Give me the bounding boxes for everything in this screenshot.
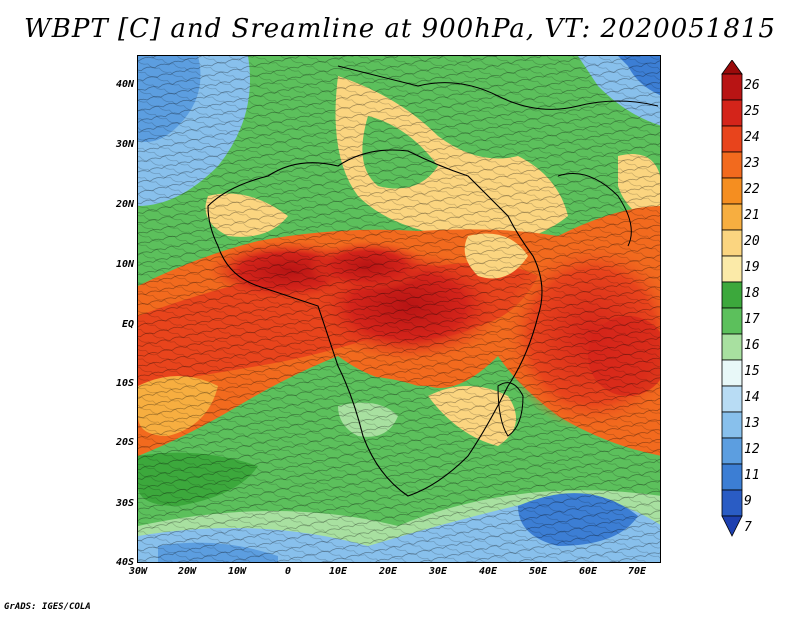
colorbar-segment <box>721 60 743 75</box>
lat-label-30n: 30N <box>115 139 134 150</box>
colorbar-segment <box>721 385 743 413</box>
colorbar-label-21: 21 <box>744 208 760 223</box>
lat-label-10n: 10N <box>115 259 134 270</box>
colorbar-label-7: 7 <box>744 520 752 535</box>
map-title: WBPT [C] and Sreamline at 900hPa, VT: 20… <box>24 14 776 44</box>
lat-label-40s: 40S <box>115 557 134 568</box>
lon-label-10e: 10E <box>328 566 348 577</box>
colorbar-segment <box>721 281 743 309</box>
colorbar-label-11: 11 <box>744 468 760 483</box>
grads-footer: GrADS: IGES/COLA <box>4 602 91 612</box>
colorbar-segment <box>721 307 743 335</box>
colorbar-label-24: 24 <box>744 130 760 145</box>
colorbar-label-22: 22 <box>744 182 760 197</box>
colorbar-segment <box>721 437 743 465</box>
colorbar-segment <box>721 177 743 205</box>
lon-label-50e: 50E <box>528 566 548 577</box>
colorbar-label-15: 15 <box>744 364 760 379</box>
colorbar-segment <box>721 515 743 537</box>
colorbar-label-25: 25 <box>744 104 760 119</box>
lon-label-0: 0 <box>284 566 292 577</box>
colorbar-segment <box>721 99 743 127</box>
lon-label-20w: 20W <box>177 566 197 577</box>
colorbar-segment <box>721 151 743 179</box>
lon-label-70e: 70E <box>627 566 647 577</box>
lat-label-eq: EQ <box>121 319 134 330</box>
colorbar-label-26: 26 <box>744 78 760 93</box>
colorbar-label-14: 14 <box>744 390 760 405</box>
colorbar-label-19: 19 <box>744 260 760 275</box>
lon-label-10w: 10W <box>227 566 247 577</box>
weather-map <box>137 55 661 563</box>
colorbar-segment <box>721 125 743 153</box>
colorbar-label-16: 16 <box>744 338 760 353</box>
lat-label-10s: 10S <box>115 378 134 389</box>
temperature-field <box>138 56 660 562</box>
lon-label-30w: 30W <box>128 566 148 577</box>
colorbar-segment <box>721 359 743 387</box>
colorbar-label-18: 18 <box>744 286 760 301</box>
lon-label-30e: 30E <box>428 566 448 577</box>
colorbar <box>721 60 743 537</box>
colorbar-label-17: 17 <box>744 312 760 327</box>
lat-label-20n: 20N <box>115 199 134 210</box>
colorbar-segment <box>721 73 743 101</box>
lon-label-40e: 40E <box>478 566 498 577</box>
colorbar-segment <box>721 255 743 283</box>
lat-label-20s: 20S <box>115 437 134 448</box>
lon-label-60e: 60E <box>578 566 598 577</box>
lon-label-20e: 20E <box>378 566 398 577</box>
colorbar-label-13: 13 <box>744 416 760 431</box>
colorbar-segment <box>721 203 743 231</box>
colorbar-segment <box>721 489 743 517</box>
lat-label-30s: 30S <box>115 498 134 509</box>
colorbar-label-20: 20 <box>744 234 760 249</box>
colorbar-label-9: 9 <box>744 494 752 509</box>
colorbar-segment <box>721 333 743 361</box>
colorbar-label-23: 23 <box>744 156 760 171</box>
lat-label-40n: 40N <box>115 79 134 90</box>
colorbar-segment <box>721 229 743 257</box>
colorbar-label-12: 12 <box>744 442 760 457</box>
colorbar-segment <box>721 411 743 439</box>
colorbar-segment <box>721 463 743 491</box>
